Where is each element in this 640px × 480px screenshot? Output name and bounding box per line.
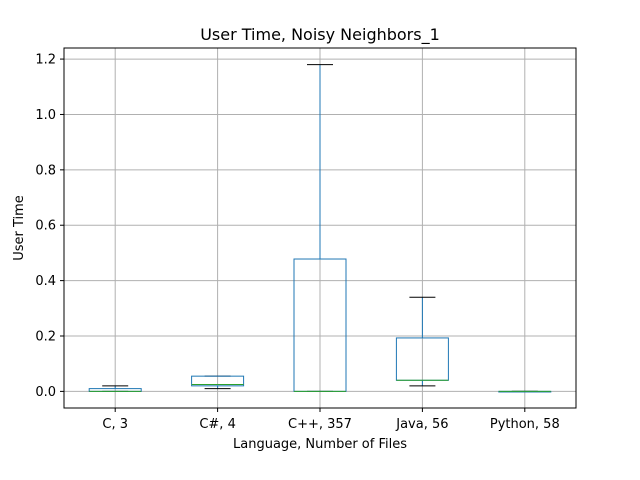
box-4 (395, 296, 449, 387)
y-tick-label: 1.0 (35, 108, 56, 123)
box-3 (293, 64, 347, 392)
box-layer (88, 64, 552, 393)
y-tick-label: 0.8 (35, 163, 56, 178)
y-tick-label: 0.0 (35, 385, 56, 400)
iqr-box (191, 375, 245, 387)
x-tick-label: C, 3 (102, 417, 128, 432)
y-tick-label: 0.6 (35, 219, 56, 234)
box-5 (498, 390, 552, 393)
chart-title: User Time, Noisy Neighbors_1 (200, 25, 440, 45)
box-2 (191, 375, 245, 390)
x-tick-label: Java, 56 (395, 417, 448, 432)
y-tick-label: 0.4 (35, 274, 56, 289)
y-tick-label: 0.2 (35, 330, 56, 345)
box-1 (88, 385, 142, 392)
x-tick-label: Python, 58 (490, 417, 560, 432)
y-axis-label: User Time (12, 195, 27, 261)
x-axis-label: Language, Number of Files (233, 437, 407, 452)
x-tick-label: C#, 4 (199, 417, 236, 432)
x-tick-label: C++, 357 (288, 417, 352, 432)
tick-layer: 0.0 0.2 0.4 0.6 0.8 1.0 1.2 C, 3 C#, 4 C++, 357 Ja… (35, 53, 559, 432)
y-tick-label: 1.2 (35, 53, 56, 68)
